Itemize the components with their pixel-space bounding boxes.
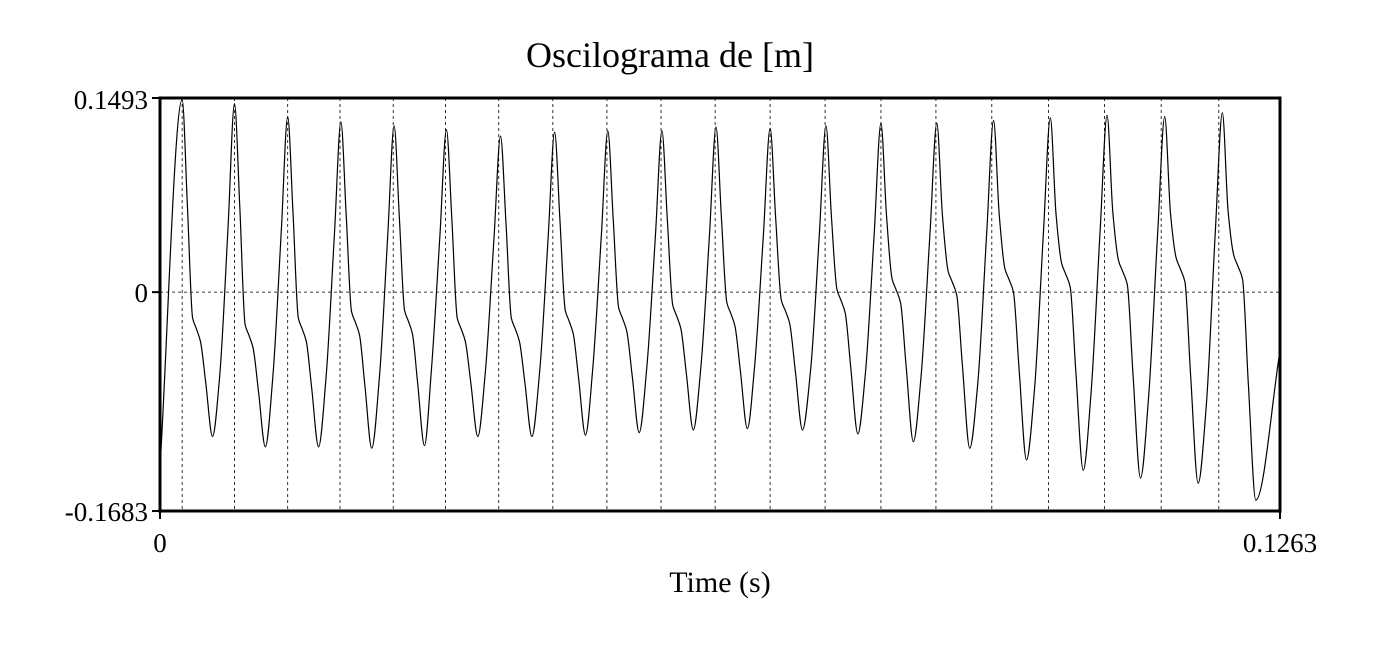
x-axis-label: Time (s)	[669, 566, 770, 599]
y-tick-label-zero: 0	[135, 278, 149, 308]
y-tick-label-min: -0.1683	[65, 497, 148, 527]
y-tick-label-max: 0.1493	[74, 85, 148, 115]
series-line	[159, 99, 1281, 501]
x-tick-label-max: 0.1263	[1243, 528, 1317, 558]
x-tick-label-min: 0	[153, 528, 167, 558]
grid-lines	[160, 98, 1280, 511]
chart-title: Oscilograma de [m]	[526, 35, 814, 75]
plot-frame	[158, 96, 1282, 513]
tick-marks	[152, 97, 1281, 519]
